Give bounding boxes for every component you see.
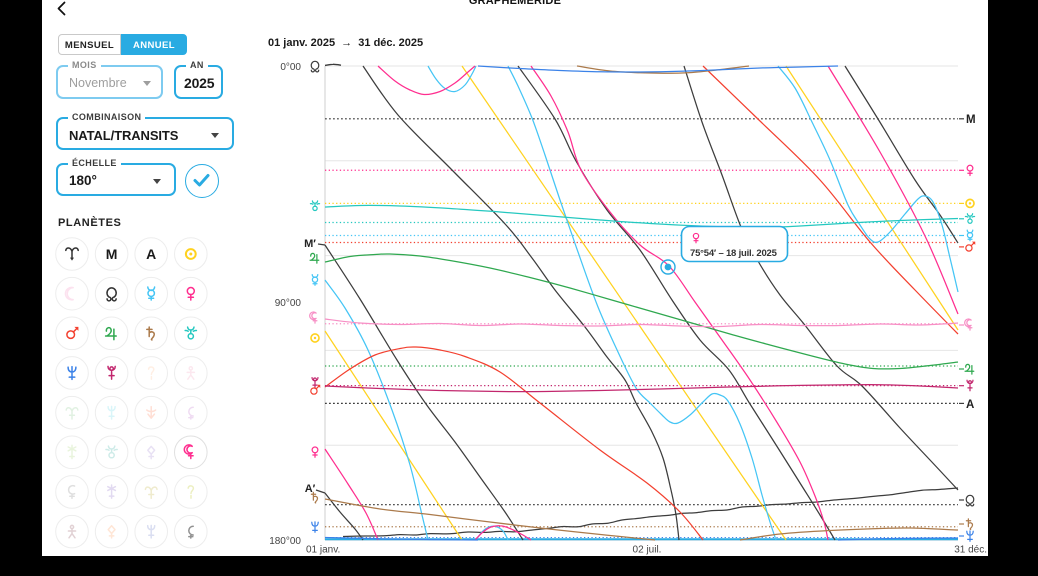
svg-text:M′: M′ xyxy=(304,238,316,250)
svg-text:A: A xyxy=(146,246,156,262)
svg-text:M: M xyxy=(106,246,118,262)
svg-text:02 juil.: 02 juil. xyxy=(633,545,662,556)
svg-text:31 déc.: 31 déc. xyxy=(954,545,987,556)
svg-text:0°00: 0°00 xyxy=(280,62,301,73)
svg-text:A: A xyxy=(966,399,974,411)
svg-text:A′: A′ xyxy=(305,483,316,495)
svg-text:M: M xyxy=(966,114,976,126)
svg-text:01 janv.: 01 janv. xyxy=(306,545,340,556)
svg-text:75°54′ – 18 juil. 2025: 75°54′ – 18 juil. 2025 xyxy=(690,248,778,259)
svg-text:01 janv. 2025 → 31 déc. 2025: 01 janv. 2025 → 31 déc. 2025 xyxy=(268,37,423,49)
svg-text:90°00: 90°00 xyxy=(275,298,302,309)
svg-text:180°00: 180°00 xyxy=(269,536,301,547)
